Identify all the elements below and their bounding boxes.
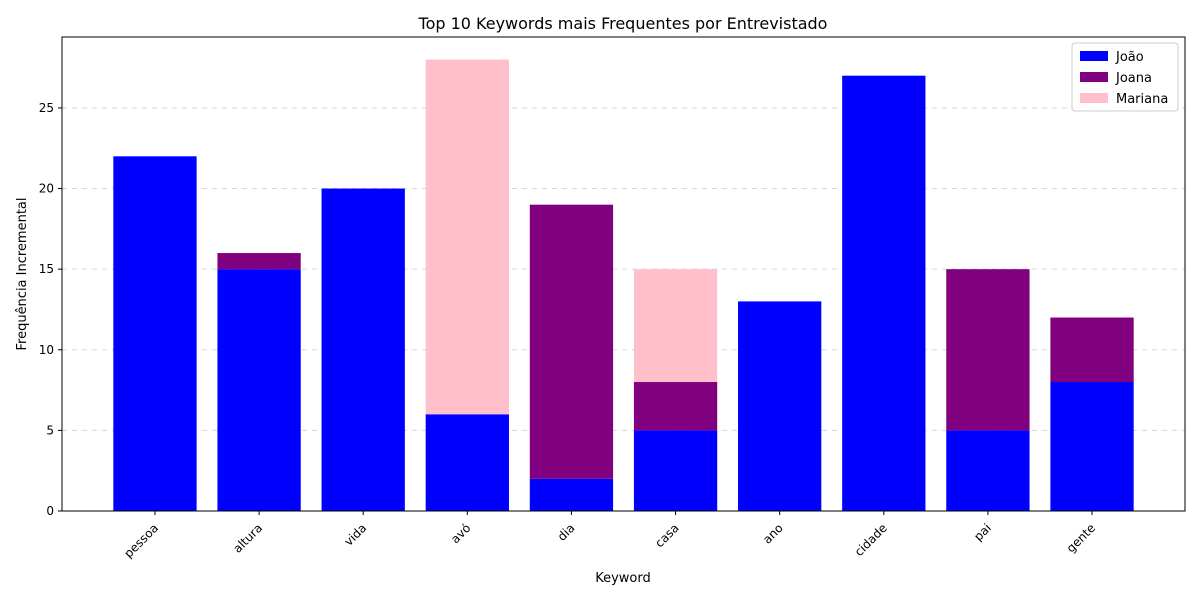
- bar-dia-João: [529, 478, 614, 511]
- x-tick-label: pai: [971, 521, 994, 544]
- x-tick-label: vida: [341, 521, 369, 549]
- y-tick-label: 5: [46, 423, 54, 437]
- x-tick-label: avó: [448, 521, 473, 546]
- y-tick-label: 0: [46, 504, 54, 518]
- y-axis: 0 5 10 15 20 25: [39, 101, 62, 518]
- bar-cidade-João: [842, 75, 926, 511]
- x-axis: pessoa altura vida avó dia casa ano cidade pai ge…: [121, 511, 1098, 561]
- x-tick-label: casa: [652, 521, 681, 550]
- bar-gente-João: [1050, 382, 1134, 511]
- bar-altura-Joana: [217, 253, 301, 270]
- y-tick-label: 10: [39, 343, 54, 357]
- x-tick-label: dia: [555, 521, 578, 544]
- x-tick-label: ano: [760, 521, 786, 547]
- bar-avó-João: [425, 414, 509, 511]
- y-tick-label: 15: [39, 262, 54, 276]
- legend-label-Mariana: Mariana: [1116, 92, 1168, 107]
- x-tick-label: cidade: [852, 521, 890, 559]
- bar-vida-João: [321, 188, 405, 511]
- bar-ano-João: [738, 301, 822, 511]
- legend-swatch-Mariana: [1080, 93, 1108, 103]
- bar-casa-Joana: [633, 382, 718, 431]
- x-tick-label: altura: [230, 521, 265, 556]
- y-axis-label: Frequência Incremental: [15, 197, 30, 350]
- x-tick-label: pessoa: [121, 521, 161, 561]
- legend-swatch-Joana: [1080, 72, 1108, 82]
- legend: João Joana Mariana: [1071, 42, 1179, 112]
- bar-altura-João: [217, 269, 301, 511]
- x-axis-label: Keyword: [595, 571, 651, 586]
- gridlines: [62, 107, 1185, 431]
- bar-casa-João: [633, 430, 718, 511]
- bar-pai-João: [946, 430, 1030, 511]
- bars: [113, 59, 1134, 511]
- bar-dia-Joana: [529, 204, 614, 479]
- y-tick-label: 20: [39, 182, 54, 196]
- legend-label-Joana: Joana: [1115, 71, 1152, 86]
- plot-frame: [61, 36, 1186, 512]
- bar-pai-Joana: [946, 269, 1030, 431]
- y-tick-label: 25: [39, 101, 54, 115]
- bar-pessoa-João: [113, 156, 197, 511]
- legend-label-João: João: [1115, 50, 1144, 65]
- bar-gente-Joana: [1050, 317, 1134, 383]
- bar-casa-Mariana: [633, 269, 718, 383]
- legend-swatch-João: [1080, 51, 1108, 61]
- x-tick-label: gente: [1064, 521, 1098, 555]
- chart-title: Top 10 Keywords mais Frequentes por Entr…: [418, 14, 828, 33]
- bar-avó-Mariana: [425, 59, 509, 415]
